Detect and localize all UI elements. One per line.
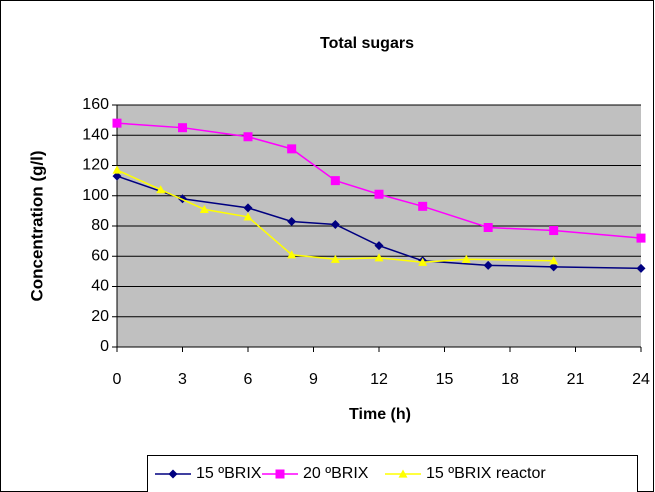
series-line <box>116 122 642 239</box>
x-tick-label: 3 <box>178 371 187 388</box>
x-tick-label: 21 <box>567 371 585 388</box>
marker <box>374 189 384 199</box>
marker <box>330 254 340 263</box>
legend-label: 20 ºBRIX <box>303 465 369 482</box>
marker <box>374 253 384 262</box>
marker <box>549 256 559 265</box>
marker <box>418 201 428 211</box>
y-tick-label: 20 <box>91 308 109 325</box>
marker <box>483 260 493 270</box>
y-tick-label: 120 <box>82 157 109 174</box>
marker <box>156 185 166 194</box>
y-tick-label: 60 <box>91 247 109 264</box>
x-tick-label: 15 <box>436 371 454 388</box>
marker <box>178 123 187 133</box>
marker <box>398 469 408 478</box>
x-tick-label: 12 <box>370 371 388 388</box>
marker <box>636 263 646 273</box>
x-tick-label: 24 <box>632 371 650 388</box>
marker <box>636 233 646 243</box>
marker <box>199 204 209 213</box>
legend-label: 15 ºBRIX <box>196 465 262 482</box>
marker <box>330 176 340 186</box>
chart-title: Total sugars <box>320 35 414 52</box>
marker <box>112 165 122 174</box>
marker <box>112 171 122 181</box>
marker <box>287 250 297 259</box>
legend-label: 15 ºBRIX reactor <box>426 465 546 482</box>
marker <box>243 212 253 221</box>
x-tick-label: 18 <box>501 371 519 388</box>
marker <box>112 118 122 128</box>
x-tick-label: 9 <box>309 371 318 388</box>
marker <box>168 469 178 479</box>
x-axis-label: Time (h) <box>349 406 411 423</box>
x-tick-label: 6 <box>244 371 253 388</box>
y-tick-label: 0 <box>100 338 109 355</box>
marker <box>461 254 471 263</box>
marker <box>549 262 559 272</box>
marker <box>549 226 559 236</box>
y-axis-label: Concentration (g/l) <box>27 150 46 301</box>
y-tick-label: 140 <box>82 126 109 143</box>
marker <box>374 241 384 251</box>
marker <box>287 216 297 226</box>
marker <box>287 144 297 154</box>
y-tick-label: 100 <box>82 187 109 204</box>
marker <box>330 219 340 229</box>
series-line <box>116 175 642 270</box>
x-tick-label: 0 <box>113 371 122 388</box>
series-line <box>116 169 554 264</box>
marker <box>483 223 493 233</box>
y-tick-label: 40 <box>91 278 109 295</box>
y-tick-label: 80 <box>91 217 109 234</box>
marker <box>275 469 285 479</box>
marker <box>243 132 253 142</box>
y-tick-label: 160 <box>82 96 109 113</box>
marker <box>418 257 428 266</box>
marker <box>243 203 253 213</box>
